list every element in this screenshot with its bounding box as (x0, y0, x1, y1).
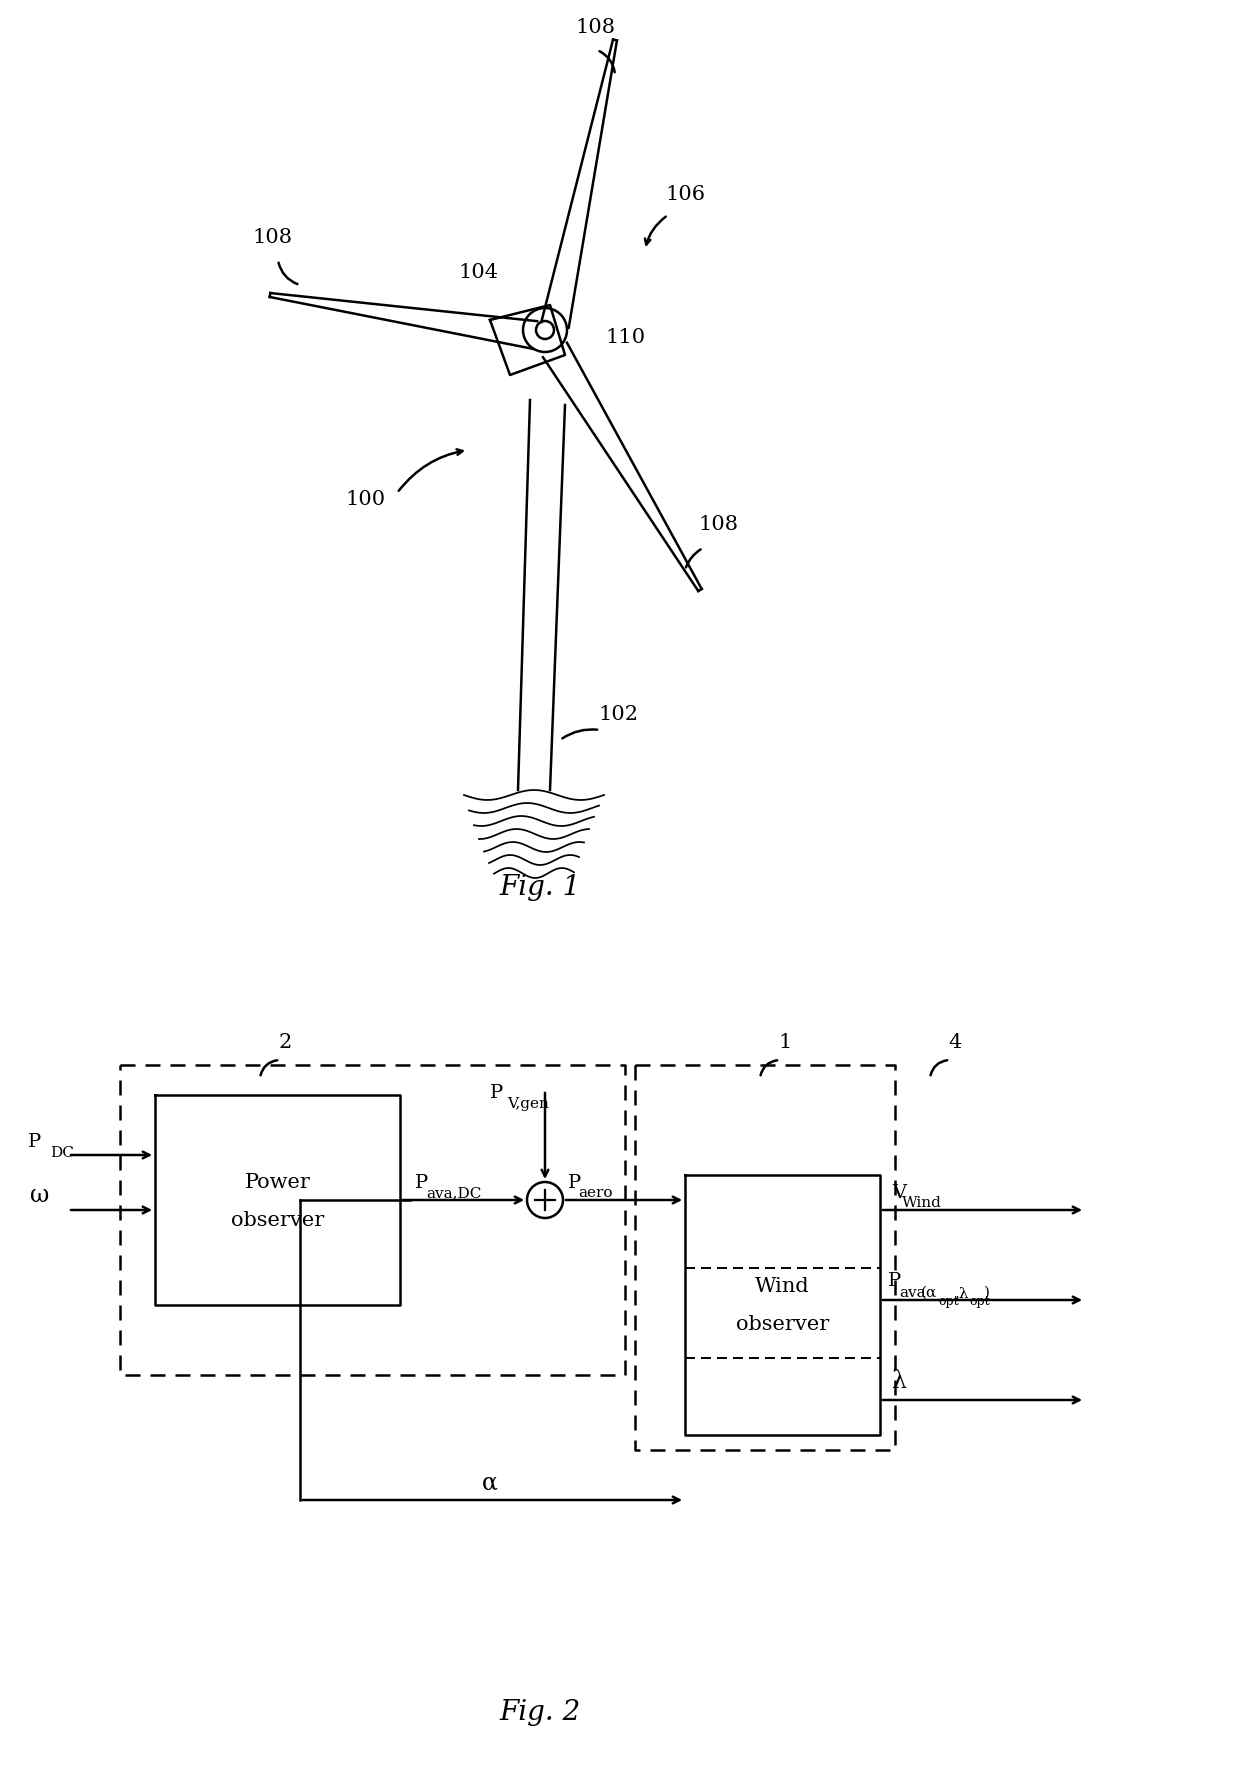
Text: λ: λ (892, 1371, 906, 1394)
Text: 2: 2 (278, 1032, 291, 1052)
Text: Fig. 2: Fig. 2 (500, 1698, 580, 1727)
Text: P: P (568, 1175, 582, 1193)
Text: (α: (α (921, 1285, 937, 1299)
Text: P: P (490, 1084, 503, 1102)
Text: α: α (482, 1472, 498, 1495)
Text: P: P (888, 1273, 901, 1290)
Text: V,gen: V,gen (507, 1096, 549, 1111)
Text: 108: 108 (575, 18, 615, 37)
Text: 4: 4 (949, 1032, 962, 1052)
Text: 100: 100 (345, 490, 386, 509)
Text: 102: 102 (598, 705, 639, 724)
Circle shape (527, 1182, 563, 1218)
Text: observer: observer (231, 1210, 324, 1230)
Text: ω: ω (30, 1184, 50, 1207)
Text: ): ) (985, 1285, 990, 1299)
Text: ava,DC: ava,DC (427, 1185, 481, 1200)
Text: aero: aero (578, 1185, 613, 1200)
Text: Fig. 1: Fig. 1 (500, 874, 580, 901)
Text: ava: ava (899, 1285, 925, 1299)
Text: 1: 1 (779, 1032, 791, 1052)
Text: opt: opt (937, 1296, 959, 1308)
Text: observer: observer (735, 1315, 830, 1335)
Text: V: V (892, 1184, 906, 1202)
Text: 110: 110 (605, 328, 645, 347)
Text: opt: opt (968, 1296, 990, 1308)
Text: Wind: Wind (755, 1278, 810, 1296)
Text: 108: 108 (252, 228, 291, 247)
Text: 106: 106 (665, 185, 706, 205)
Text: ,λ: ,λ (954, 1285, 968, 1299)
Text: Power: Power (244, 1173, 310, 1191)
Text: 108: 108 (698, 514, 738, 534)
Text: P: P (415, 1175, 428, 1193)
Text: DC: DC (50, 1146, 74, 1161)
Text: P: P (29, 1134, 42, 1152)
Text: Wind: Wind (901, 1196, 942, 1210)
Text: 104: 104 (458, 263, 498, 281)
